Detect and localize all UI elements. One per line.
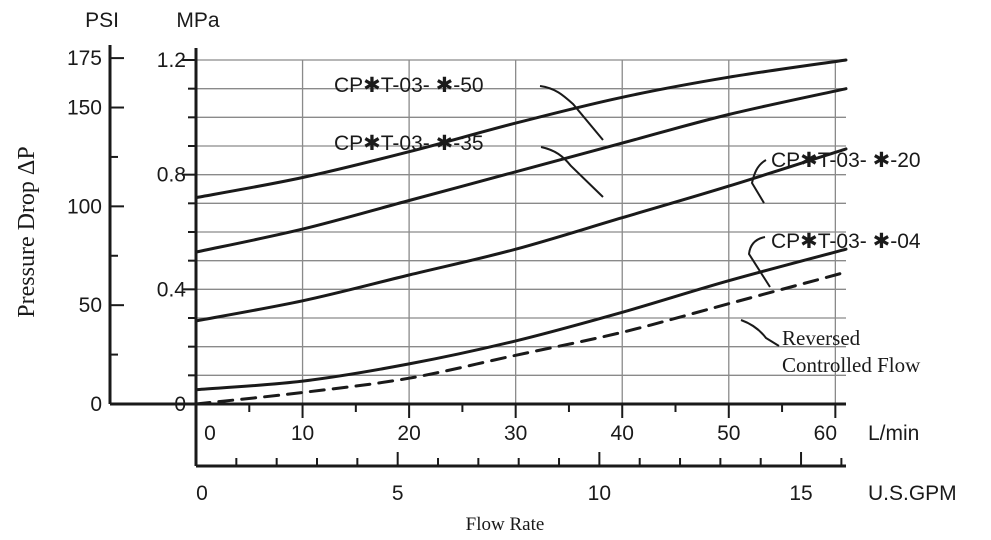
series-line-0 [194, 58, 848, 200]
lmin-tick-label: 10 [291, 422, 314, 445]
axes [108, 45, 846, 468]
series-label-leader [747, 236, 771, 288]
grid [196, 59, 846, 405]
psi-tick-label: 0 [90, 393, 102, 416]
psi-tick-label: 50 [79, 294, 102, 317]
series-label-leader [540, 146, 604, 198]
mpa-tick-label: 1.2 [157, 49, 186, 72]
lmin-tick-label: 60 [814, 422, 837, 445]
x-axis-title: Flow Rate [466, 514, 545, 535]
lmin-tick-label: 50 [717, 422, 740, 445]
series-label: CP✱T-03- ✱-50 [334, 74, 484, 97]
lmin-tick-label: 20 [397, 422, 420, 445]
lmin-tick-label: 40 [611, 422, 634, 445]
psi-tick-label: 150 [67, 97, 102, 120]
gpm-tick-label: 5 [392, 482, 404, 505]
lmin-unit-label: L/min [868, 422, 919, 445]
mpa-tick-label: 0.8 [157, 164, 186, 187]
labels: 0 0.4 0.8 1.2 0 50 100 150 175 0 10 20 30 40 50 60 0 5 10 1… [14, 9, 957, 535]
series-line-4 [194, 270, 848, 406]
lmin-tick-label: 0 [204, 422, 216, 445]
series-line-3 [194, 247, 848, 392]
gpm-tick-label: 15 [789, 482, 812, 505]
series-label: CP✱T-03- ✱-35 [334, 132, 484, 155]
psi-unit-label: PSI [85, 9, 119, 32]
psi-tick-label: 100 [67, 195, 102, 218]
mpa-tick-label: 0 [174, 393, 186, 416]
series-label-leader [539, 85, 604, 141]
series-line-1 [194, 87, 848, 254]
series-line-2 [194, 147, 848, 323]
mpa-unit-label: MPa [176, 9, 220, 32]
series-label-leader [750, 159, 767, 204]
psi-tick-label: 175 [67, 47, 102, 70]
series-label-reversed-flow: Reversed Controlled Flow [782, 326, 921, 377]
gpm-unit-label: U.S.GPM [868, 482, 957, 505]
series-label: CP✱T-03- ✱-20 [771, 149, 921, 172]
lmin-tick-label: 30 [504, 422, 527, 445]
gpm-tick-label: 0 [196, 482, 208, 505]
gpm-tick-label: 10 [588, 482, 611, 505]
series-label-leader [740, 319, 780, 347]
y-axis-title: Pressure Drop ΔP [14, 146, 40, 317]
mpa-tick-label: 0.4 [157, 278, 187, 301]
series-curves [194, 58, 848, 406]
series-label: CP✱T-03- ✱-04 [771, 230, 921, 253]
